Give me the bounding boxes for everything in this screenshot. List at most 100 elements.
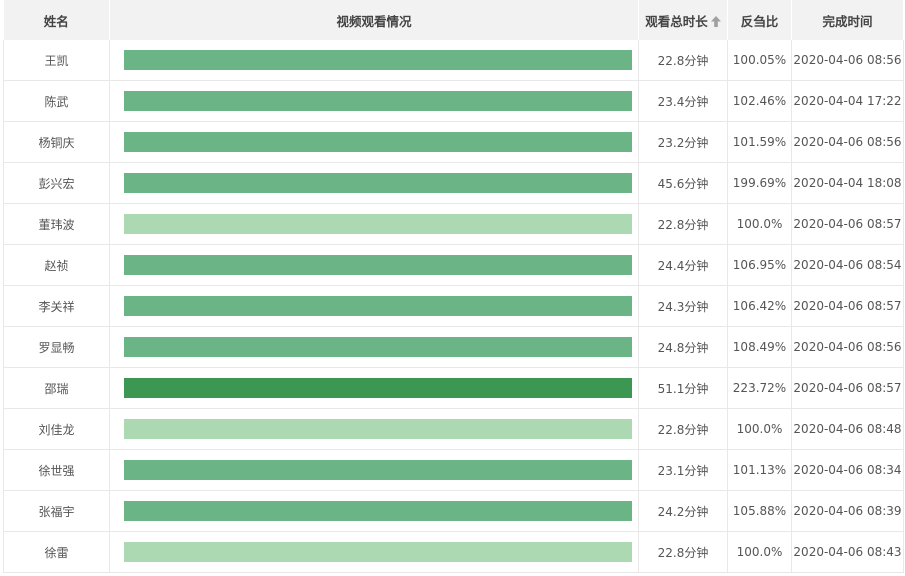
table-row: 陈武 23.4分钟 102.46% 2020-04-04 17:22 xyxy=(3,80,904,122)
header-ratio: 反刍比 xyxy=(727,0,792,40)
completed-time: 2020-04-06 08:57 xyxy=(793,381,902,395)
cell-name: 王凯 xyxy=(3,40,110,81)
table-row: 徐世强 23.1分钟 101.13% 2020-04-06 08:34 xyxy=(3,449,904,491)
cell-completed: 2020-04-06 08:39 xyxy=(791,490,904,532)
table-body: 王凯 22.8分钟 100.05% 2020-04-06 08:56 陈武 23.4分钟 1… xyxy=(3,40,904,573)
table-row: 董玮波 22.8分钟 100.0% 2020-04-06 08:57 xyxy=(3,203,904,245)
cell-progress xyxy=(109,531,639,573)
cell-name: 邵瑞 xyxy=(3,367,110,409)
progress-bar xyxy=(124,542,632,562)
student-name: 赵祯 xyxy=(44,258,69,273)
ratio-value: 100.0% xyxy=(736,422,783,436)
cell-ratio: 223.72% xyxy=(727,367,792,409)
cell-duration: 24.8分钟 xyxy=(638,326,728,368)
ratio-value: 108.49% xyxy=(732,340,787,354)
completed-time: 2020-04-06 08:54 xyxy=(793,258,902,272)
ratio-value: 105.88% xyxy=(732,504,787,518)
cell-duration: 23.2分钟 xyxy=(638,121,728,163)
header-duration-sortable[interactable]: 观看总时长 xyxy=(638,0,728,40)
progress-bar xyxy=(124,173,632,193)
table-row: 罗显畅 24.8分钟 108.49% 2020-04-06 08:56 xyxy=(3,326,904,368)
ratio-value: 102.46% xyxy=(732,94,787,108)
cell-ratio: 100.05% xyxy=(727,40,792,81)
cell-progress xyxy=(109,449,639,491)
duration-value: 23.4分钟 xyxy=(657,94,709,109)
progress-bar xyxy=(124,91,632,111)
cell-progress xyxy=(109,326,639,368)
header-name: 姓名 xyxy=(3,0,110,40)
cell-duration: 24.4分钟 xyxy=(638,244,728,286)
table-row: 杨铜庆 23.2分钟 101.59% 2020-04-06 08:56 xyxy=(3,121,904,163)
cell-duration: 24.2分钟 xyxy=(638,490,728,532)
cell-name: 杨铜庆 xyxy=(3,121,110,163)
header-completed: 完成时间 xyxy=(791,0,904,40)
cell-completed: 2020-04-06 08:54 xyxy=(791,244,904,286)
student-name: 徐雷 xyxy=(44,545,69,560)
sort-up-arrow-icon xyxy=(710,15,721,30)
header-completed-label: 完成时间 xyxy=(822,13,873,29)
cell-name: 徐雷 xyxy=(3,531,110,573)
progress-bar xyxy=(124,50,632,70)
table-row: 李关祥 24.3分钟 106.42% 2020-04-06 08:57 xyxy=(3,285,904,327)
cell-ratio: 105.88% xyxy=(727,490,792,532)
cell-ratio: 101.13% xyxy=(727,449,792,491)
duration-value: 45.6分钟 xyxy=(657,176,709,191)
cell-progress xyxy=(109,490,639,532)
duration-value: 22.8分钟 xyxy=(657,545,709,560)
cell-ratio: 102.46% xyxy=(727,80,792,122)
cell-duration: 51.1分钟 xyxy=(638,367,728,409)
completed-time: 2020-04-06 08:57 xyxy=(793,217,902,231)
completed-time: 2020-04-04 18:08 xyxy=(793,176,902,190)
header-duration-label: 观看总时长 xyxy=(645,13,708,29)
cell-completed: 2020-04-04 18:08 xyxy=(791,162,904,204)
student-name: 王凯 xyxy=(44,53,69,68)
cell-progress xyxy=(109,80,639,122)
duration-value: 24.3分钟 xyxy=(657,299,709,314)
ratio-value: 199.69% xyxy=(732,176,787,190)
duration-value: 23.1分钟 xyxy=(657,463,709,478)
cell-progress xyxy=(109,121,639,163)
cell-ratio: 108.49% xyxy=(727,326,792,368)
cell-ratio: 100.0% xyxy=(727,531,792,573)
completed-time: 2020-04-04 17:22 xyxy=(793,94,902,108)
ratio-value: 106.42% xyxy=(732,299,787,313)
progress-bar xyxy=(124,419,632,439)
ratio-value: 106.95% xyxy=(732,258,787,272)
table-row: 彭兴宏 45.6分钟 199.69% 2020-04-04 18:08 xyxy=(3,162,904,204)
cell-completed: 2020-04-04 17:22 xyxy=(791,80,904,122)
cell-name: 彭兴宏 xyxy=(3,162,110,204)
cell-completed: 2020-04-06 08:57 xyxy=(791,367,904,409)
cell-completed: 2020-04-06 08:57 xyxy=(791,285,904,327)
cell-duration: 45.6分钟 xyxy=(638,162,728,204)
cell-name: 张福宇 xyxy=(3,490,110,532)
student-name: 张福宇 xyxy=(38,504,75,519)
student-name: 邵瑞 xyxy=(44,381,69,396)
completed-time: 2020-04-06 08:34 xyxy=(793,463,902,477)
cell-completed: 2020-04-06 08:56 xyxy=(791,121,904,163)
cell-ratio: 100.0% xyxy=(727,408,792,450)
table-row: 赵祯 24.4分钟 106.95% 2020-04-06 08:54 xyxy=(3,244,904,286)
header-progress: 视频观看情况 xyxy=(109,0,639,40)
duration-value: 24.8分钟 xyxy=(657,340,709,355)
progress-bar xyxy=(124,132,632,152)
cell-ratio: 106.95% xyxy=(727,244,792,286)
cell-completed: 2020-04-06 08:34 xyxy=(791,449,904,491)
cell-completed: 2020-04-06 08:56 xyxy=(791,40,904,81)
table-row: 徐雷 22.8分钟 100.0% 2020-04-06 08:43 xyxy=(3,531,904,573)
cell-completed: 2020-04-06 08:56 xyxy=(791,326,904,368)
cell-name: 罗显畅 xyxy=(3,326,110,368)
ratio-value: 100.0% xyxy=(736,545,783,559)
cell-name: 刘佳龙 xyxy=(3,408,110,450)
completed-time: 2020-04-06 08:56 xyxy=(793,135,902,149)
cell-completed: 2020-04-06 08:43 xyxy=(791,531,904,573)
student-name: 陈武 xyxy=(44,94,69,109)
cell-duration: 22.8分钟 xyxy=(638,40,728,81)
student-name: 彭兴宏 xyxy=(38,176,75,191)
cell-name: 赵祯 xyxy=(3,244,110,286)
cell-ratio: 101.59% xyxy=(727,121,792,163)
cell-name: 徐世强 xyxy=(3,449,110,491)
table-header-row: 姓名 视频观看情况 观看总时长 反刍比 完成时间 xyxy=(3,0,904,40)
student-name: 李关祥 xyxy=(38,299,75,314)
student-name: 徐世强 xyxy=(38,463,75,478)
cell-progress xyxy=(109,244,639,286)
